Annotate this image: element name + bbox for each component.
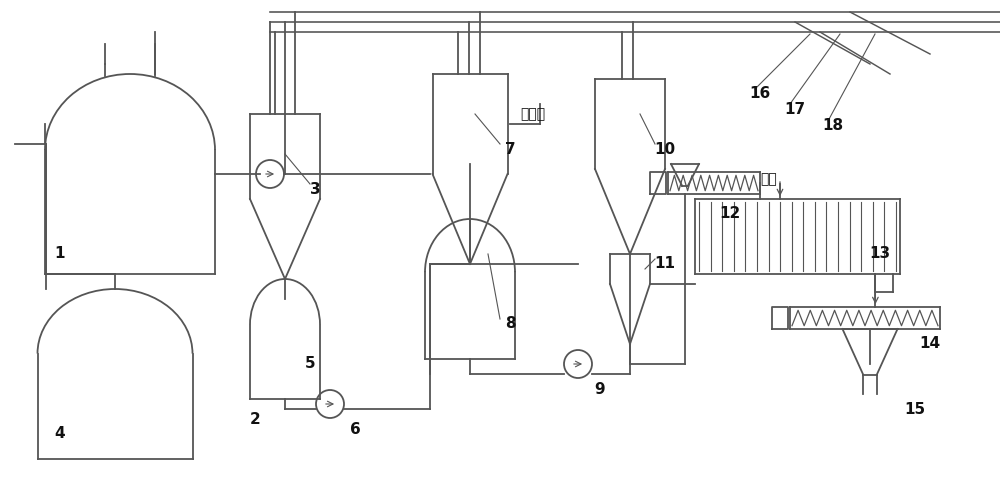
Text: 15: 15 <box>904 402 926 417</box>
Text: 2: 2 <box>250 411 260 426</box>
Text: 17: 17 <box>784 102 806 117</box>
Text: 11: 11 <box>654 257 676 272</box>
Text: 脱盐水: 脱盐水 <box>520 107 545 121</box>
Text: 18: 18 <box>822 119 844 134</box>
Text: 7: 7 <box>505 141 515 156</box>
Text: 1: 1 <box>55 246 65 261</box>
Text: 16: 16 <box>749 87 771 102</box>
Text: 14: 14 <box>919 336 941 351</box>
Text: 蒸气: 蒸气 <box>760 172 777 186</box>
Text: 12: 12 <box>719 207 741 222</box>
Text: 3: 3 <box>310 182 320 197</box>
Text: 4: 4 <box>55 426 65 441</box>
Text: 9: 9 <box>595 381 605 396</box>
Text: 8: 8 <box>505 317 515 332</box>
Text: 13: 13 <box>869 246 891 261</box>
Text: 5: 5 <box>305 357 315 372</box>
Text: 10: 10 <box>654 141 676 156</box>
Text: 6: 6 <box>350 422 360 437</box>
